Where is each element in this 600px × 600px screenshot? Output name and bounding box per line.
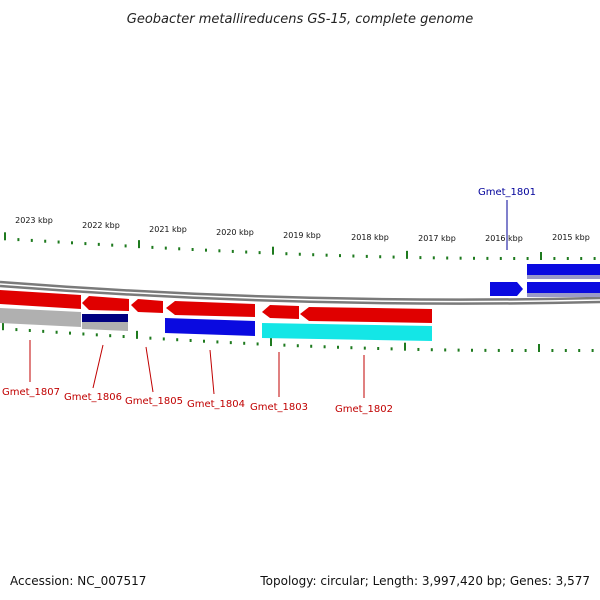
gene-arrow-1801[interactable] — [490, 282, 523, 296]
accession-text: Accession: NC_007517 — [10, 574, 147, 588]
gene-arrow-1804-rev[interactable] — [165, 318, 255, 336]
ruler-label-2021: 2021 kbp — [149, 225, 187, 234]
gene-block-1800-lower-shade — [527, 293, 600, 297]
gene-arrow-1803[interactable] — [262, 305, 299, 319]
gene-label-gmet-1802[interactable]: Gmet_1802 — [335, 404, 393, 415]
gene-arrow-1805[interactable] — [131, 299, 163, 313]
topology-summary: Topology: circular; Length: 3,997,420 bp… — [260, 574, 590, 588]
genome-backbone — [0, 280, 600, 305]
ruler-label-2018: 2018 kbp — [351, 233, 389, 242]
ruler-label-2016: 2016 kbp — [485, 234, 523, 243]
gene-label-gmet-1803[interactable]: Gmet_1803 — [250, 402, 308, 413]
gene-arrow-1807[interactable] — [0, 290, 81, 309]
ruler-ticks-upper — [4, 232, 596, 260]
gene-block-1800-upper[interactable] — [527, 264, 600, 278]
gene-label-gmet-1805[interactable]: Gmet_1805 — [125, 396, 183, 407]
gene-arrow-1804[interactable] — [166, 301, 255, 317]
ruler-label-2015: 2015 kbp — [552, 233, 590, 242]
map-title: Geobacter metallireducens GS-15, complet… — [127, 12, 473, 27]
gene-marker-1806[interactable] — [82, 314, 128, 322]
gene-label-gmet-1801[interactable]: Gmet_1801 — [478, 187, 536, 198]
gene-block-1800-lower[interactable] — [527, 282, 600, 296]
ruler-ticks-lower — [2, 322, 594, 352]
ruler-label-2017: 2017 kbp — [418, 234, 456, 243]
gene-arrow-1803-rev[interactable] — [262, 323, 432, 341]
gene-label-gmet-1807[interactable]: Gmet_1807 — [2, 387, 60, 398]
leader-lines — [29, 200, 508, 398]
ruler-label-2020: 2020 kbp — [216, 228, 254, 237]
gene-arrow-1806[interactable] — [82, 296, 129, 311]
ruler-labels: 2023 kbp 2022 kbp 2021 kbp 2020 kbp 2019… — [15, 216, 590, 243]
forward-genes — [0, 290, 432, 323]
gene-label-gmet-1804[interactable]: Gmet_1804 — [187, 399, 245, 410]
gene-block-1800-upper-shade — [527, 275, 600, 279]
gene-labels: Gmet_1801 Gmet_1802 Gmet_1803 Gmet_1804 … — [2, 187, 536, 415]
gene-label-gmet-1806[interactable]: Gmet_1806 — [64, 392, 122, 403]
ruler-label-2019: 2019 kbp — [283, 231, 321, 240]
ruler-label-2022: 2022 kbp — [82, 221, 120, 230]
reverse-genes — [0, 264, 600, 341]
gene-arrow-1802[interactable] — [300, 307, 432, 323]
gene-arrow-1807-rev[interactable] — [0, 308, 81, 327]
ruler-label-2023: 2023 kbp — [15, 216, 53, 225]
